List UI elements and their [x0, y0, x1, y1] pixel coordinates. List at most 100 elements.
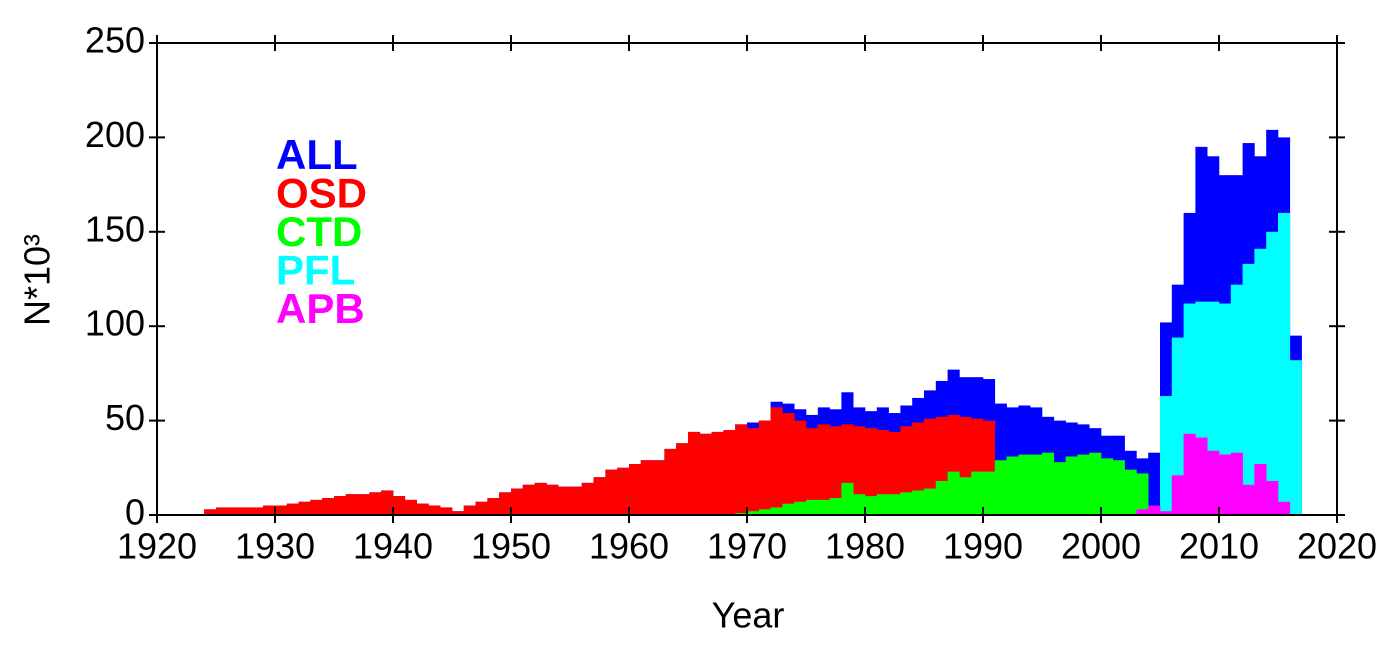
bar [1160, 396, 1173, 515]
bar [440, 507, 453, 515]
bar [452, 511, 465, 515]
x-tick-label: 1960 [589, 526, 669, 567]
bar [570, 486, 583, 515]
bar [900, 492, 913, 515]
bar [499, 492, 512, 515]
bar [251, 507, 264, 515]
bar [876, 494, 889, 515]
bar [983, 471, 996, 515]
x-tick-label: 1970 [707, 526, 787, 567]
x-tick-label: 1950 [471, 526, 551, 567]
bar [1171, 475, 1184, 515]
y-tick-label: 200 [85, 114, 145, 155]
bar [1278, 501, 1291, 515]
bar [617, 467, 630, 515]
bar [1065, 456, 1078, 515]
x-tick-label: 1930 [235, 526, 315, 567]
bar [1219, 454, 1232, 515]
bar [971, 471, 984, 515]
bar [747, 428, 760, 515]
bar [1053, 462, 1066, 515]
bar [1195, 437, 1208, 515]
legend-label: APB [276, 285, 365, 332]
bar [806, 428, 819, 515]
bar [381, 490, 394, 515]
bar [735, 424, 748, 515]
bar [747, 511, 760, 515]
bar [947, 471, 960, 515]
x-tick-label: 1980 [825, 526, 905, 567]
bar [239, 507, 252, 515]
bar [1207, 450, 1220, 515]
bar [216, 507, 229, 515]
bar [404, 499, 417, 515]
bar [770, 507, 783, 515]
bar [1266, 481, 1279, 515]
legend-label: OSD [276, 170, 367, 217]
bar [1136, 473, 1149, 515]
bar [676, 443, 689, 515]
axes [149, 35, 1345, 523]
bar [393, 496, 406, 515]
bar [1230, 452, 1243, 515]
bar [204, 509, 217, 515]
bar [345, 494, 358, 515]
bar [1006, 456, 1019, 515]
bar [322, 498, 335, 515]
legend-label: ALL [276, 131, 358, 178]
bar [865, 428, 878, 515]
bar [640, 460, 653, 515]
bar [758, 420, 771, 515]
bar [334, 496, 347, 515]
bar [994, 460, 1007, 515]
bar [416, 503, 429, 515]
bar [522, 484, 535, 515]
bar [794, 420, 807, 515]
bar [853, 494, 866, 515]
legend-label: PFL [276, 247, 355, 294]
bar [1136, 509, 1149, 515]
bar [428, 505, 441, 515]
y-tick-label: 50 [105, 397, 145, 438]
bar [593, 477, 606, 515]
bar [1254, 464, 1267, 515]
bar [1089, 452, 1102, 515]
x-axis-label: Year [712, 595, 785, 636]
bar [711, 431, 724, 515]
bar [770, 407, 783, 515]
bar [1042, 452, 1055, 515]
bar [699, 433, 712, 515]
bar [829, 426, 842, 515]
bar [935, 481, 948, 515]
bar [1266, 231, 1279, 516]
bar [286, 503, 299, 515]
x-tick-label: 2020 [1297, 526, 1377, 567]
bar [664, 448, 677, 515]
bar [723, 430, 736, 515]
bar [959, 477, 972, 515]
bars [204, 129, 1302, 516]
bar [652, 460, 665, 515]
bar [876, 430, 889, 515]
bar [298, 501, 311, 515]
bar [794, 501, 807, 515]
bar [688, 431, 701, 515]
bar [1160, 511, 1173, 515]
bar [546, 484, 559, 515]
bar [511, 488, 524, 515]
bar [1254, 248, 1267, 516]
bar [1242, 484, 1255, 515]
bar [581, 482, 594, 515]
bar [1148, 452, 1161, 515]
x-tick-label: 2000 [1061, 526, 1141, 567]
bar [829, 498, 842, 515]
bar [1018, 454, 1031, 515]
y-axis-label: N*10³ [17, 234, 58, 326]
y-tick-label: 150 [85, 208, 145, 249]
bar [912, 490, 925, 515]
legend-label: CTD [276, 208, 362, 255]
x-tick-label: 1990 [943, 526, 1023, 567]
bar [310, 499, 323, 515]
bar [487, 498, 500, 515]
